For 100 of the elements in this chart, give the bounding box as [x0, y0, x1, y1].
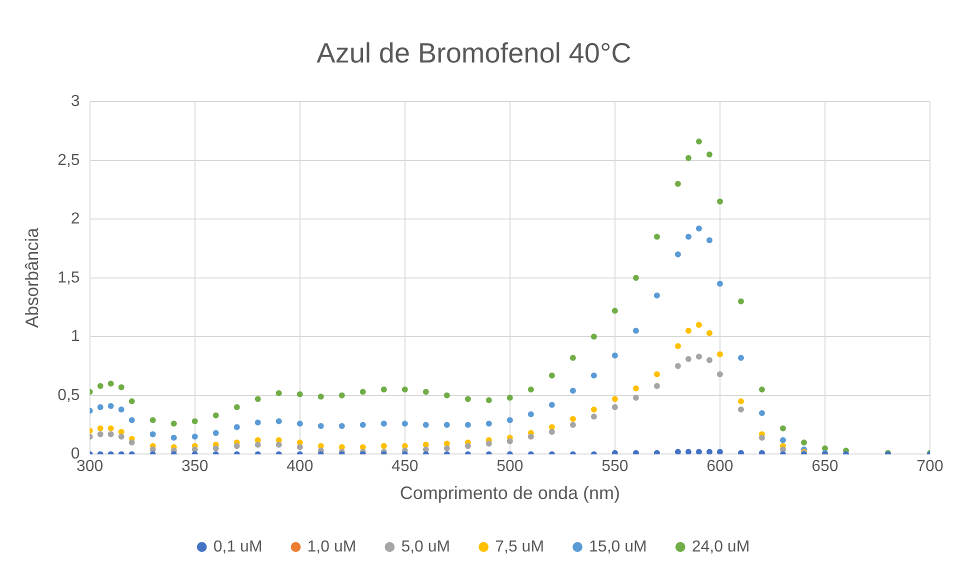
point — [464, 442, 471, 449]
point — [674, 180, 681, 187]
x-tick-label: 650 — [812, 458, 838, 476]
point — [380, 386, 387, 393]
point — [234, 404, 240, 410]
point — [150, 417, 156, 424]
point — [706, 330, 712, 336]
point — [318, 394, 324, 400]
point — [360, 388, 366, 395]
point — [506, 394, 513, 401]
legend-label: 7,5 uM — [495, 538, 544, 556]
point — [685, 155, 692, 162]
point — [108, 403, 114, 410]
point — [464, 396, 471, 402]
point — [254, 419, 261, 426]
point — [780, 437, 786, 444]
point — [192, 418, 198, 424]
point — [128, 417, 135, 424]
x-tick-label: 550 — [602, 458, 628, 476]
point — [632, 385, 639, 392]
point — [696, 226, 702, 232]
point — [590, 414, 597, 420]
x-tick-label: 500 — [496, 458, 524, 476]
point — [318, 422, 324, 429]
point — [716, 351, 723, 358]
point — [296, 391, 303, 398]
point — [738, 354, 744, 361]
point — [276, 442, 282, 448]
point — [654, 371, 660, 378]
point — [118, 434, 124, 440]
x-tick-label: 400 — [286, 458, 314, 476]
point — [528, 386, 534, 393]
point — [570, 416, 576, 422]
point — [738, 298, 744, 304]
point — [422, 446, 429, 452]
point — [97, 404, 104, 410]
y-tick-label: 1,5 — [58, 269, 80, 286]
point — [108, 425, 114, 432]
point — [108, 380, 114, 387]
point — [444, 392, 450, 398]
point — [758, 410, 765, 416]
legend-label: 5,0 uM — [401, 538, 450, 556]
point — [706, 151, 712, 158]
point — [506, 438, 513, 444]
point — [780, 425, 786, 432]
point — [706, 448, 712, 454]
point — [685, 356, 692, 362]
point — [716, 198, 723, 205]
point — [696, 322, 702, 328]
point — [422, 422, 429, 428]
point — [716, 448, 723, 454]
point — [422, 388, 429, 395]
point — [758, 386, 765, 393]
point — [654, 292, 660, 299]
point — [612, 396, 618, 402]
point — [674, 251, 681, 258]
point — [612, 352, 618, 358]
point — [716, 280, 723, 287]
point — [97, 425, 104, 432]
x-tick-label: 350 — [182, 458, 208, 476]
x-tick-label: 450 — [392, 458, 418, 476]
point — [380, 420, 387, 427]
y-tick-label: 2 — [70, 210, 80, 228]
point — [674, 363, 681, 370]
point — [528, 434, 534, 440]
point — [192, 434, 198, 440]
point — [612, 404, 618, 410]
point — [654, 383, 660, 390]
point — [570, 422, 576, 428]
point — [654, 234, 660, 240]
legend-label: 24,0 uM — [692, 538, 750, 556]
point — [696, 448, 702, 454]
point — [128, 398, 135, 404]
point — [696, 138, 702, 145]
point — [444, 445, 450, 452]
point — [402, 420, 408, 427]
point — [234, 424, 240, 430]
point — [296, 444, 303, 450]
point — [570, 354, 576, 361]
point — [738, 406, 744, 413]
x-axis-title: Comprimento de onda (nm) — [400, 483, 620, 504]
point — [632, 274, 639, 281]
point — [696, 354, 702, 360]
point — [528, 411, 534, 418]
x-tick-label: 300 — [76, 458, 104, 476]
point — [254, 396, 261, 402]
point — [296, 420, 303, 427]
point — [548, 402, 555, 408]
point — [97, 383, 104, 390]
point — [276, 418, 282, 424]
point — [570, 388, 576, 394]
point — [108, 431, 114, 438]
point — [118, 384, 124, 390]
point — [758, 434, 765, 441]
point — [716, 371, 723, 378]
point — [360, 422, 366, 428]
point — [590, 334, 597, 340]
point — [800, 439, 807, 446]
point — [128, 439, 135, 446]
point — [234, 442, 240, 449]
